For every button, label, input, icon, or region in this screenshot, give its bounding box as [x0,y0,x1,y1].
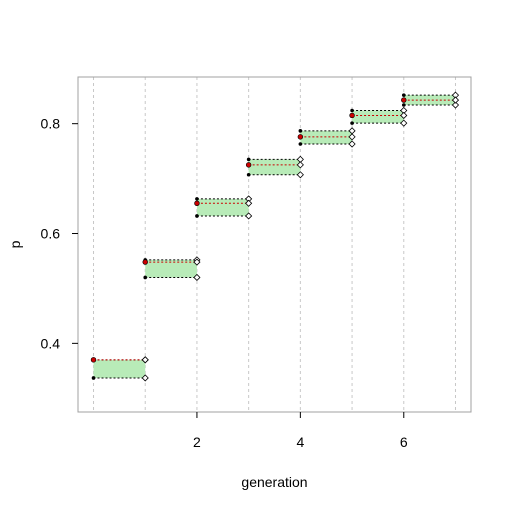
band [145,259,197,278]
lower-start-marker [298,142,303,146]
y-tick-label: 0.6 [41,226,61,242]
point-end-diamond [400,111,408,120]
point-end-diamond [348,133,356,141]
band [93,359,146,378]
lower-end-diamond [245,212,253,220]
point-marker [297,134,304,140]
bands [93,94,456,379]
upper-start-marker [246,157,251,162]
x-tick-label: 4 [296,434,304,450]
upper-start-marker [298,129,303,133]
point-end-diamond [245,199,253,207]
point-end-diamond [451,96,460,104]
y-tick-label: 0.8 [41,116,61,132]
point-marker [90,357,97,363]
markers [90,91,460,382]
x-axis-label: generation [241,474,307,490]
lower-end-diamond [451,101,460,109]
band [352,110,404,124]
point-end-diamond [296,161,304,169]
lower-start-marker [246,172,251,177]
x-axis: 2 4 6 [193,412,408,450]
lower-end-diamond [400,119,408,127]
band [248,159,301,175]
point-marker [142,259,148,265]
lower-end-diamond [193,273,201,282]
upper-start-marker [401,93,406,97]
band [300,130,353,144]
x-tick-label: 2 [193,434,201,450]
point-marker [401,97,407,103]
y-axis: 0.4 0.6 0.8 [41,116,78,351]
lower-start-marker [350,121,354,125]
band [196,198,249,216]
lower-start-marker [401,103,406,107]
y-axis-label: p [7,240,23,248]
upper-start-marker [195,197,199,201]
point-marker [194,200,200,207]
upper-start-marker [350,108,354,113]
y-tick-label: 0.4 [41,335,61,351]
lower-end-diamond [141,374,149,382]
lower-end-diamond [296,171,304,179]
point-end-diamond [141,356,149,364]
point-end-diamond [193,258,201,266]
plot-frame [77,76,472,413]
lower-start-marker [143,275,148,280]
point-marker [245,162,252,168]
lower-end-diamond [348,140,356,148]
x-tick-label: 6 [400,434,408,450]
lower-start-marker [91,376,96,380]
lower-start-marker [195,214,199,218]
point-marker [349,112,355,119]
